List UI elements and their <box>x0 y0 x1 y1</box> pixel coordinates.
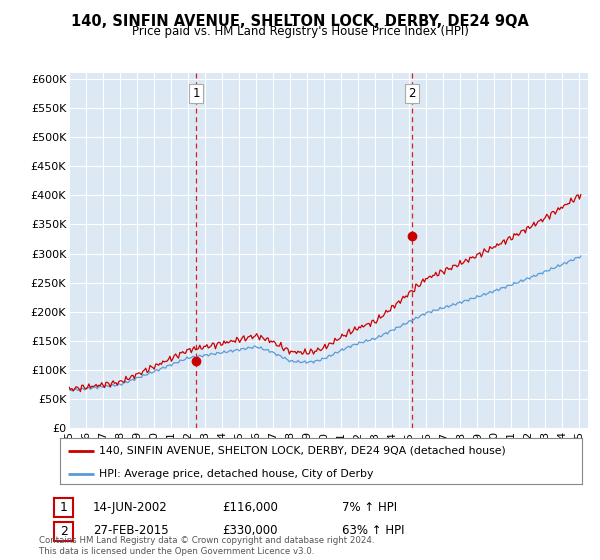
Text: Price paid vs. HM Land Registry's House Price Index (HPI): Price paid vs. HM Land Registry's House … <box>131 25 469 38</box>
Text: 140, SINFIN AVENUE, SHELTON LOCK, DERBY, DE24 9QA (detached house): 140, SINFIN AVENUE, SHELTON LOCK, DERBY,… <box>99 446 506 456</box>
Text: 14-JUN-2002: 14-JUN-2002 <box>93 501 168 514</box>
Text: 2: 2 <box>59 525 68 538</box>
Text: HPI: Average price, detached house, City of Derby: HPI: Average price, detached house, City… <box>99 469 374 479</box>
Text: Contains HM Land Registry data © Crown copyright and database right 2024.
This d: Contains HM Land Registry data © Crown c… <box>39 536 374 556</box>
Text: 63% ↑ HPI: 63% ↑ HPI <box>342 524 404 538</box>
Text: 1: 1 <box>59 501 68 515</box>
Text: £330,000: £330,000 <box>222 524 277 538</box>
Text: 1: 1 <box>192 87 200 100</box>
Text: 27-FEB-2015: 27-FEB-2015 <box>93 524 169 538</box>
Text: 140, SINFIN AVENUE, SHELTON LOCK, DERBY, DE24 9QA: 140, SINFIN AVENUE, SHELTON LOCK, DERBY,… <box>71 14 529 29</box>
Text: £116,000: £116,000 <box>222 501 278 514</box>
Text: 2: 2 <box>408 87 416 100</box>
Text: 7% ↑ HPI: 7% ↑ HPI <box>342 501 397 514</box>
